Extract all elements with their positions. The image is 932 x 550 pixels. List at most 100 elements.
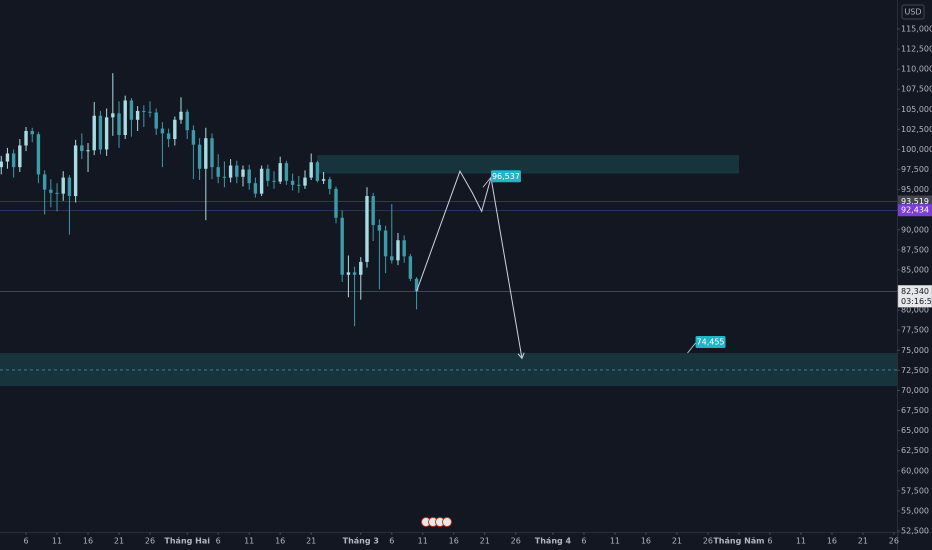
candle-body (204, 138, 208, 169)
y-tick-label: 110,000 (901, 65, 932, 74)
y-tick-label: 75,000 (901, 346, 929, 355)
candle-body (340, 217, 344, 275)
candle-body (49, 189, 53, 193)
candle-body (365, 196, 369, 262)
candle-body (334, 188, 338, 218)
annotation-box (490, 170, 521, 183)
price-label-box (897, 285, 932, 308)
y-tick-label: 87,500 (901, 245, 929, 254)
candle-body (247, 169, 251, 184)
candle-body (73, 145, 78, 197)
candle-body (259, 168, 264, 194)
annotation-label: 74,455 (697, 338, 725, 347)
x-tick-label: 16 (83, 537, 93, 546)
y-tick-label: 95,000 (901, 185, 929, 194)
candle-body (241, 169, 245, 177)
price-label: 92,434 (901, 206, 929, 215)
candle-body (216, 167, 220, 177)
candle-body (383, 230, 388, 257)
candle-body (61, 177, 65, 194)
candle-body (148, 111, 152, 113)
candle-body (396, 240, 400, 261)
candle-body (117, 113, 121, 136)
candle-body (408, 256, 413, 279)
y-tick-label: 52,500 (901, 526, 929, 535)
x-tick-label: 21 (114, 537, 124, 546)
y-tick-label: 70,000 (901, 386, 929, 395)
y-tick-label: 97,500 (901, 165, 929, 174)
candle-body (42, 174, 47, 190)
y-tick-label: 77,500 (901, 326, 929, 335)
candle-body (80, 145, 84, 152)
candle-body (266, 168, 270, 181)
candle-body (142, 110, 146, 112)
currency-box[interactable] (901, 4, 925, 20)
y-tick-label: 72,500 (901, 366, 929, 375)
candle-body (98, 115, 103, 150)
price-countdown: 03:16:52 (901, 297, 932, 306)
event-icons[interactable] (421, 517, 452, 527)
price-label: 82,340 (901, 287, 929, 296)
candle-body (67, 177, 72, 197)
candle-body (303, 177, 307, 186)
candle-body (359, 261, 363, 275)
x-tick-label: 6 (581, 537, 586, 546)
candle-body (297, 184, 301, 186)
y-tick-label: 62,500 (901, 446, 929, 455)
candle-body (352, 272, 357, 275)
y-tick-label: 85,000 (901, 265, 929, 274)
candle-body (278, 163, 282, 182)
y-tick-label: 67,500 (901, 406, 929, 415)
y-tick-label: 102,500 (901, 125, 932, 134)
candle-body (173, 119, 177, 140)
y-tick-label: 90,000 (901, 225, 929, 234)
candle-body (414, 278, 419, 292)
y-tick-label: 115,000 (901, 24, 932, 33)
candle-body (154, 112, 158, 129)
x-tick-label: 6 (767, 537, 772, 546)
candle-body (104, 117, 109, 150)
y-tick-label: 107,500 (901, 85, 932, 94)
candle-body (210, 138, 214, 168)
x-tick-label: 26 (145, 537, 155, 546)
candle-body (166, 133, 171, 140)
x-tick-label: 11 (52, 537, 62, 546)
y-tick-label: 105,000 (901, 105, 932, 114)
candle-body (129, 100, 134, 120)
candle-body (197, 144, 202, 169)
currency: USD (904, 8, 921, 17)
candle-body (235, 165, 239, 177)
x-tick-label: Tháng Năm (713, 537, 764, 546)
x-tick-label: 11 (610, 537, 620, 546)
annotation-box (695, 336, 726, 349)
candle-body (321, 179, 326, 181)
plot: 96,537 74,455 (0, 73, 897, 387)
candle-body (18, 145, 22, 168)
candle-body (371, 196, 375, 225)
x-tick-label: 11 (796, 537, 806, 546)
x-tick-label: 26 (511, 537, 521, 546)
candle-body (179, 111, 183, 120)
candle-body (11, 153, 16, 168)
x-tick-label: 21 (306, 537, 316, 546)
y-tick-label: 65,000 (901, 426, 929, 435)
x-tick-label: 21 (480, 537, 490, 546)
y-tick-label: 55,000 (901, 506, 929, 515)
price-label: 93,519 (901, 197, 929, 206)
candle-body (191, 130, 196, 145)
candle-body (111, 113, 115, 118)
x-tick-label: 21 (858, 537, 868, 546)
candle-body (123, 100, 127, 136)
annotation-leader (687, 342, 696, 354)
candle-body (402, 240, 406, 257)
x-tick-label: 26 (703, 537, 713, 546)
candle-body (222, 176, 227, 178)
candle-body (253, 183, 258, 194)
candle-body (315, 162, 320, 181)
y-tick-label: 80,000 (901, 306, 929, 315)
annotation-label: 96,537 (492, 172, 520, 181)
candle-body (160, 128, 165, 134)
